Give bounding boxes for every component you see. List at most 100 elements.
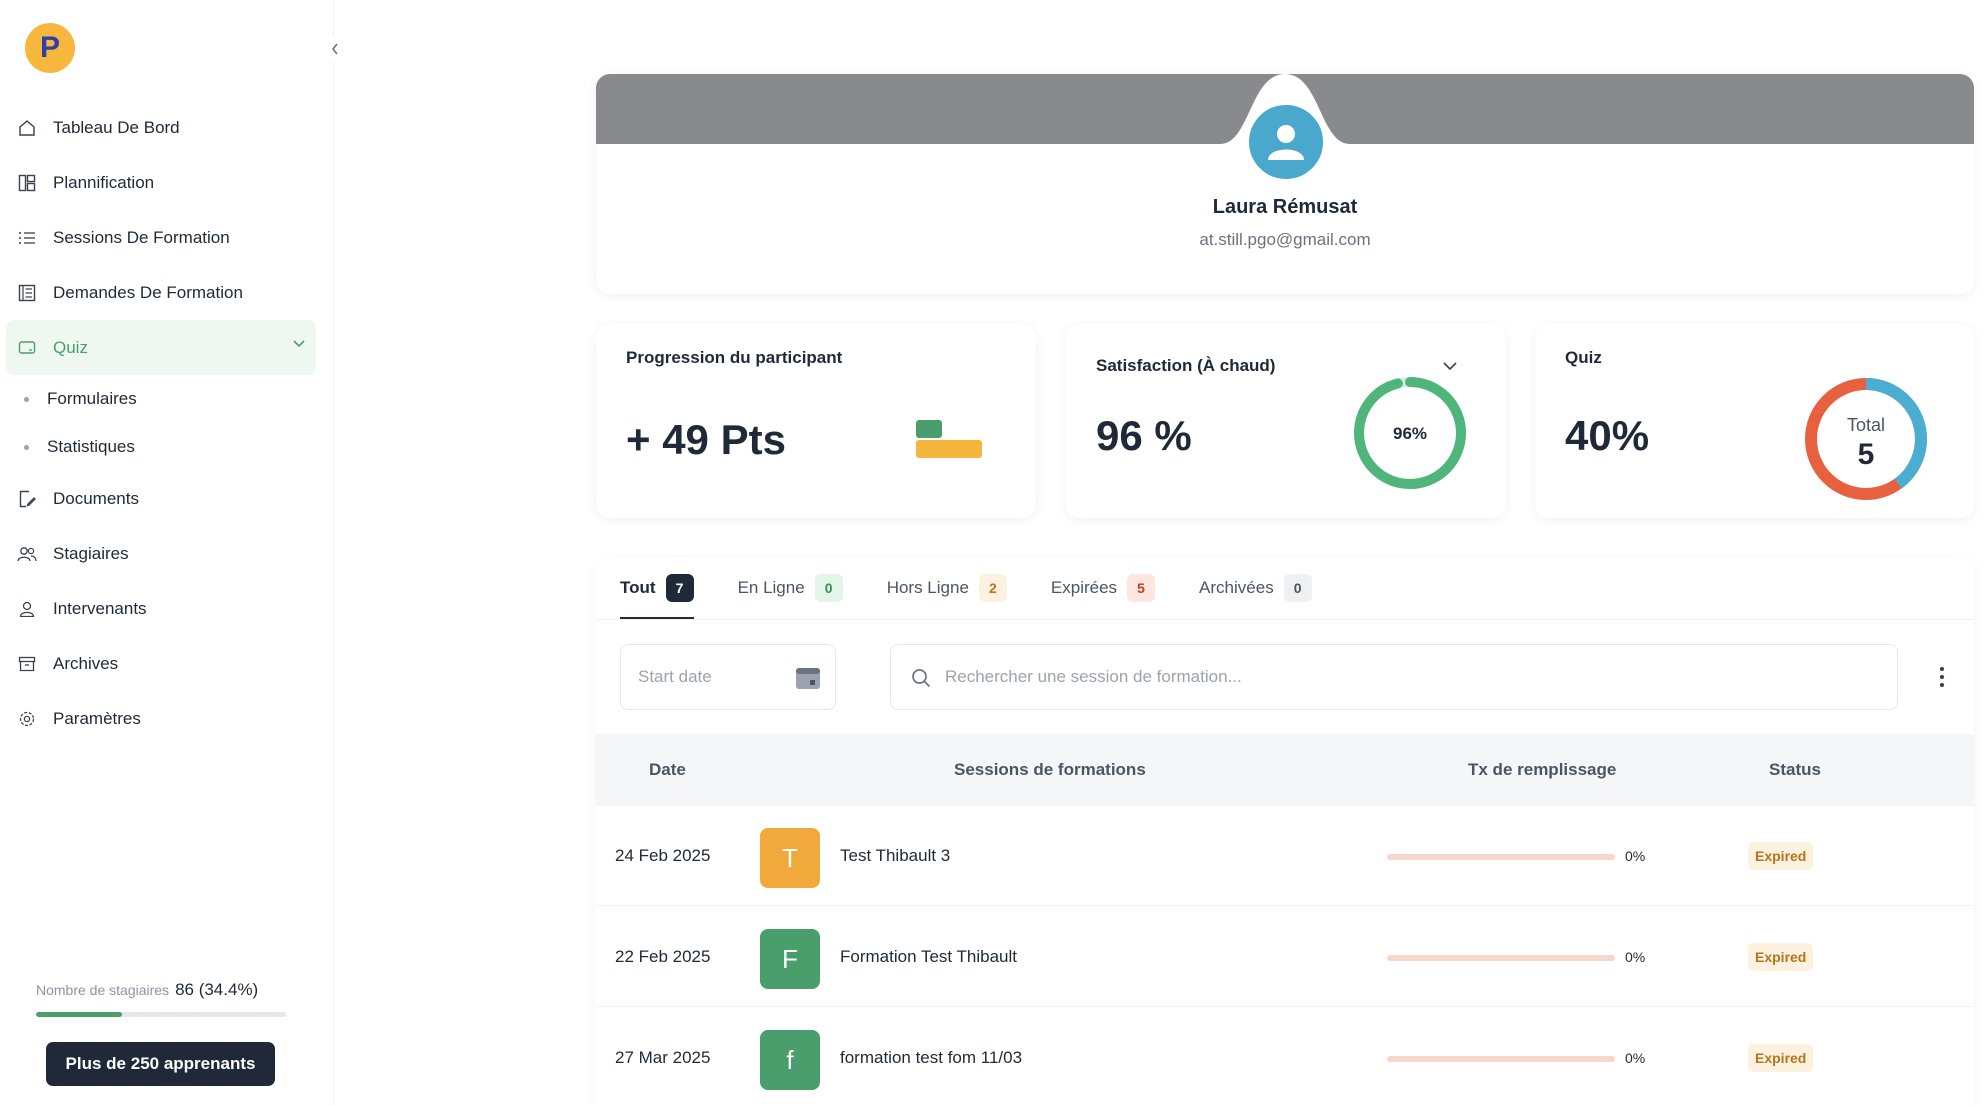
sidebar-item-tableau-de-bord[interactable]: Tableau De Bord	[6, 100, 316, 155]
profile-name: Laura Rémusat	[1212, 196, 1358, 218]
gear-icon	[16, 708, 38, 730]
home-icon	[16, 117, 38, 139]
quiz-card: Quiz 40% Total 5	[1535, 324, 1974, 518]
satisfaction-title: Satisfaction (À chaud)	[1096, 356, 1276, 375]
tab-expirees[interactable]: Expirées 5	[1051, 558, 1156, 618]
sidebar-item-label: Documents	[53, 488, 139, 508]
sidebar-item-quiz[interactable]: Quiz	[6, 320, 316, 375]
more-options-icon[interactable]	[1932, 662, 1952, 692]
user-icon	[16, 598, 38, 620]
sidebar-nav: Tableau De Bord Plannification Sessions …	[6, 100, 316, 746]
fill-rate-value: 0%	[1625, 1050, 1646, 1066]
calendar-icon[interactable]	[795, 665, 821, 691]
status-badge: Expired	[1748, 943, 1814, 971]
search-icon	[912, 669, 931, 688]
bullet-icon	[24, 396, 29, 402]
collapse-sidebar-button[interactable]	[325, 36, 345, 62]
table-header: Date Sessions de formations Tx de rempli…	[596, 734, 1974, 806]
sidebar-item-label: Intervenants	[53, 598, 147, 618]
fill-rate-bar	[1387, 854, 1615, 860]
quiz-title: Quiz	[1565, 348, 1602, 367]
table-row[interactable]: 27 Mar 2025 f formation test fom 11/03 0…	[596, 1008, 1974, 1105]
tab-en-ligne[interactable]: En Ligne 0	[738, 558, 843, 618]
sidebar-item-label: Plannification	[53, 172, 155, 192]
sidebar-item-parametres[interactable]: Paramètres	[6, 691, 316, 746]
sidebar: P Tableau De Bord Plannification Session…	[0, 0, 345, 1105]
fill-rate-value: 0%	[1625, 848, 1646, 864]
satisfaction-ring-label: 96%	[1393, 424, 1427, 443]
users-icon	[16, 543, 38, 565]
quiz-donut-chart: Total 5	[1805, 378, 1927, 500]
status-badge: Expired	[1748, 842, 1814, 870]
profile-card: Laura Rémusat at.still.pgo@gmail.com	[596, 74, 1974, 294]
sidebar-item-intervenants[interactable]: Intervenants	[6, 581, 316, 636]
fill-rate-bar	[1387, 955, 1615, 961]
chevron-down-icon	[293, 340, 305, 348]
chevron-down-icon[interactable]	[1442, 360, 1458, 372]
sidebar-item-label: Demandes De Formation	[53, 282, 243, 302]
layout-icon	[16, 172, 38, 194]
trainee-quota: Nombre de stagiaires 86 (34.4%)	[36, 980, 286, 1017]
session-search-input[interactable]: Rechercher une session de formation...	[890, 644, 1898, 710]
progression-bars-icon	[916, 420, 982, 458]
tab-archivees[interactable]: Archivées 0	[1199, 558, 1312, 618]
tabs-divider	[596, 619, 1974, 620]
row-date: 22 Feb 2025	[615, 947, 711, 966]
fill-rate-bar	[1387, 1056, 1615, 1062]
satisfaction-ring-arc	[1354, 377, 1466, 489]
tab-count-badge: 0	[1283, 574, 1312, 602]
quiz-donut-arc	[1805, 378, 1927, 500]
sidebar-item-label: Quiz	[53, 337, 88, 357]
column-header-fill-rate[interactable]: Tx de remplissage	[1468, 760, 1617, 779]
sidebar-item-label: Sessions De Formation	[53, 227, 230, 247]
upgrade-plan-button[interactable]: Plus de 250 apprenants	[46, 1042, 275, 1086]
profile-email: at.still.pgo@gmail.com	[1199, 230, 1371, 249]
quiz-icon	[16, 337, 38, 359]
sidebar-item-sessions-de-formation[interactable]: Sessions De Formation	[6, 210, 316, 265]
sidebar-item-label: Paramètres	[53, 708, 141, 728]
quota-progress-fill	[36, 1012, 122, 1017]
sidebar-item-label: Archives	[53, 653, 119, 673]
sidebar-item-documents[interactable]: Documents	[6, 471, 316, 526]
tab-label: Archivées	[1199, 578, 1274, 597]
sidebar-item-stagiaires[interactable]: Stagiaires	[6, 526, 316, 581]
session-name[interactable]: Test Thibault 3	[840, 846, 951, 865]
sidebar-item-archives[interactable]: Archives	[6, 636, 316, 691]
column-header-sessions[interactable]: Sessions de formations	[954, 760, 1146, 779]
quota-text: Nombre de stagiaires 86 (34.4%)	[36, 980, 286, 1000]
quota-progress-bar	[36, 1012, 286, 1017]
archive-icon	[16, 653, 38, 675]
app-logo[interactable]: P	[25, 23, 75, 73]
user-avatar[interactable]	[1245, 101, 1327, 183]
tab-label: Hors Ligne	[886, 578, 969, 597]
user-silhouette-icon	[1268, 125, 1304, 160]
sidebar-item-demandes-de-formation[interactable]: Demandes De Formation	[6, 265, 316, 320]
tab-tout[interactable]: Tout 7	[620, 558, 694, 620]
sidebar-subitem-statistiques[interactable]: Statistiques	[6, 423, 316, 471]
session-name[interactable]: formation test fom 11/03	[840, 1048, 1023, 1067]
start-date-placeholder: Start date	[638, 667, 712, 686]
tab-hors-ligne[interactable]: Hors Ligne 2	[887, 558, 1007, 618]
session-name[interactable]: Formation Test Thibault	[840, 947, 1018, 966]
column-header-status[interactable]: Status	[1769, 760, 1821, 779]
column-header-date[interactable]: Date	[649, 760, 686, 779]
sidebar-subitem-label: Statistiques	[47, 437, 135, 456]
chevron-left-icon	[331, 43, 338, 55]
table-row[interactable]: 22 Feb 2025 F Formation Test Thibault 0%…	[596, 907, 1974, 1007]
quota-label: Nombre de stagiaires	[36, 982, 170, 998]
row-date: 24 Feb 2025	[615, 846, 711, 865]
tab-count-badge: 2	[978, 574, 1007, 602]
search-placeholder: Rechercher une session de formation...	[945, 667, 1242, 686]
start-date-input[interactable]: Start date	[620, 644, 836, 710]
bullet-icon	[24, 444, 29, 450]
session-avatar: T	[760, 828, 820, 888]
table-row[interactable]: 24 Feb 2025 T Test Thibault 3 0% Expired	[596, 806, 1974, 906]
satisfaction-card: Satisfaction (À chaud) 96 % 96%	[1066, 324, 1506, 518]
sidebar-item-label: Stagiaires	[53, 543, 129, 563]
document-list-icon	[16, 282, 38, 304]
sidebar-item-plannification[interactable]: Plannification	[6, 155, 316, 210]
progression-value: + 49 Pts	[626, 416, 786, 463]
list-icon	[16, 227, 38, 249]
sidebar-subitem-formulaires[interactable]: Formulaires	[6, 375, 316, 423]
tab-count-badge: 5	[1127, 574, 1156, 602]
